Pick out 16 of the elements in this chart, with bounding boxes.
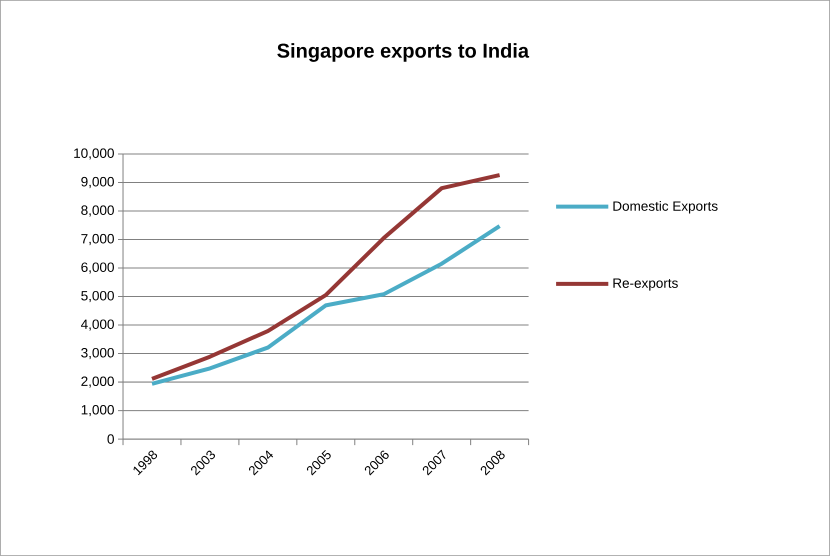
y-tick-label: 10,000	[74, 148, 114, 160]
y-tick-label: 4,000	[80, 319, 114, 331]
legend-label: Domestic Exports	[613, 200, 718, 214]
line-series	[150, 173, 502, 381]
chart-title: Singapore exports to India	[277, 43, 530, 62]
y-tick-label: 5,000	[81, 290, 114, 302]
y-tick-label: 3,000	[81, 348, 114, 360]
y-tick-label: 9,000	[81, 176, 114, 188]
line-series	[150, 224, 502, 386]
y-tick-label: 1,000	[82, 405, 114, 416]
y-tick-label: 8,000	[81, 205, 114, 217]
y-tick-label: 0	[107, 434, 114, 444]
y-tick-label: 7,000	[81, 234, 114, 246]
y-tick-label: 2,000	[81, 376, 114, 388]
y-tick-label: 6,000	[81, 262, 114, 274]
legend-label: Re-exports	[613, 278, 678, 291]
